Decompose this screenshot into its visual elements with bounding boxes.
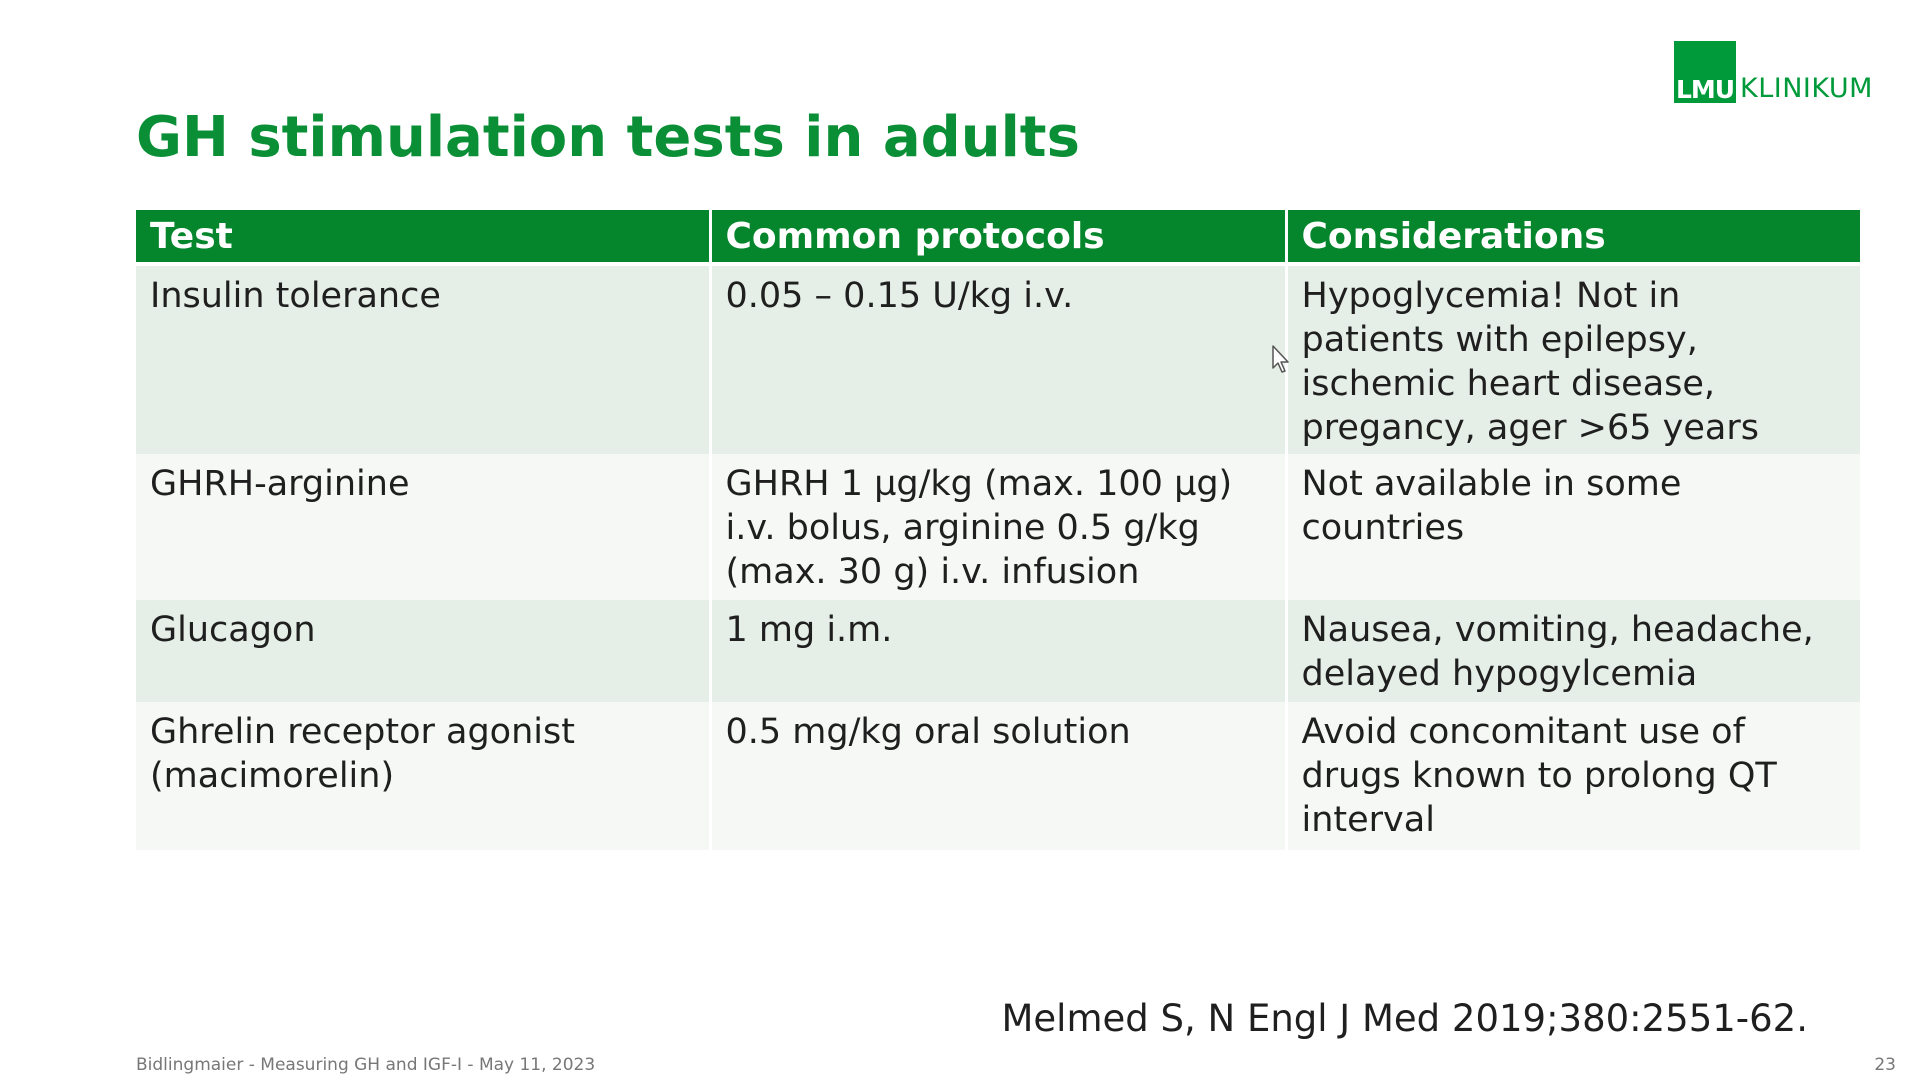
cell-line: ischemic heart disease, <box>1301 364 1716 404</box>
cell-test: Glucagon <box>136 600 712 702</box>
cell-line: GHRH 1 µg/kg (max. 100 µg) <box>725 464 1233 504</box>
table-row: Ghrelin receptor agonist (macimorelin) 0… <box>136 702 1860 850</box>
cell-line: (max. 30 g) i.v. infusion <box>725 552 1140 592</box>
cell-line: Not available in some <box>1301 464 1682 504</box>
table-row: GHRH-arginine GHRH 1 µg/kg (max. 100 µg)… <box>136 454 1860 600</box>
cell-line: 1 mg i.m. <box>725 610 893 650</box>
header-common-protocols: Common protocols <box>710 210 1288 266</box>
cell-line: Nausea, vomiting, headache, <box>1301 610 1814 650</box>
cell-line: pregancy, ager >65 years <box>1301 408 1759 448</box>
header-considerations: Considerations <box>1286 210 1860 266</box>
cell-line: (macimorelin) <box>150 756 395 796</box>
cell-test: GHRH-arginine <box>136 454 712 600</box>
cell-line: Ghrelin receptor agonist <box>150 712 575 752</box>
cell-considerations: Not available in some countries <box>1286 454 1860 600</box>
logo-mark: LMU <box>1675 75 1735 104</box>
cell-test: Insulin tolerance <box>136 264 712 454</box>
cell-line: Insulin tolerance <box>150 276 441 316</box>
cell-test: Ghrelin receptor agonist (macimorelin) <box>136 702 712 850</box>
cell-line: GHRH-arginine <box>150 464 410 504</box>
cell-line: patients with epilepsy, <box>1301 320 1698 360</box>
header-test: Test <box>136 210 712 266</box>
cell-line: Glucagon <box>150 610 316 650</box>
cell-considerations: Avoid concomitant use of drugs known to … <box>1286 702 1860 850</box>
cell-considerations: Hypoglycemia! Not in patients with epile… <box>1286 264 1860 454</box>
cell-line: Hypoglycemia! Not in <box>1301 276 1681 316</box>
cell-protocol: 0.05 – 0.15 U/kg i.v. <box>710 264 1288 454</box>
mouse-pointer-icon <box>1272 345 1289 373</box>
table-header-row: Test Common protocols Considerations <box>136 210 1860 266</box>
cell-line: drugs known to prolong QT <box>1301 756 1777 796</box>
cell-line: 0.05 – 0.15 U/kg i.v. <box>725 276 1074 316</box>
cell-line: 0.5 mg/kg oral solution <box>725 712 1131 752</box>
cell-line: i.v. bolus, arginine 0.5 g/kg <box>725 508 1200 548</box>
cell-protocol: 0.5 mg/kg oral solution <box>710 702 1288 850</box>
cell-line: delayed hypogylcemia <box>1301 654 1698 694</box>
logo-box: LMU <box>1674 41 1736 103</box>
page-number: 23 <box>1874 1055 1896 1075</box>
slide-footer: Bidlingmaier - Measuring GH and IGF-I - … <box>136 1055 596 1075</box>
slide-title: GH stimulation tests in adults <box>136 105 1080 170</box>
table-row: Glucagon 1 mg i.m. Nausea, vomiting, hea… <box>136 600 1860 702</box>
cell-line: interval <box>1301 800 1435 840</box>
logo-text: KLINIKUM <box>1740 73 1873 104</box>
citation: Melmed S, N Engl J Med 2019;380:2551-62. <box>1001 997 1808 1040</box>
table-row: Insulin tolerance 0.05 – 0.15 U/kg i.v. … <box>136 264 1860 454</box>
cell-line: Avoid concomitant use of <box>1301 712 1745 752</box>
cell-protocol: GHRH 1 µg/kg (max. 100 µg) i.v. bolus, a… <box>710 454 1288 600</box>
lmu-klinikum-logo: LMU KLINIKUM <box>1674 41 1873 103</box>
cell-protocol: 1 mg i.m. <box>710 600 1288 702</box>
cell-line: countries <box>1301 508 1465 548</box>
cell-considerations: Nausea, vomiting, headache, delayed hypo… <box>1286 600 1860 702</box>
gh-stimulation-table: Test Common protocols Considerations Ins… <box>136 210 1860 850</box>
